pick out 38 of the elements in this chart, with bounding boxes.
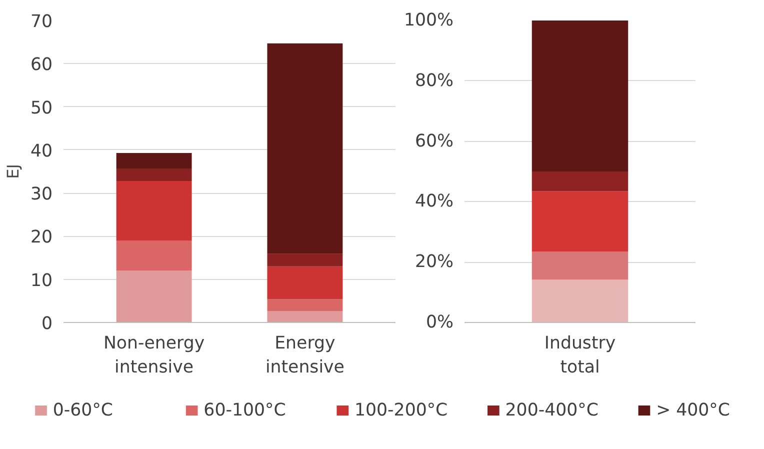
y-tick-label: 60 (30, 55, 53, 76)
bar (116, 180, 192, 241)
bar (532, 191, 628, 252)
y-tick-label: 40 (30, 141, 53, 162)
y-tick-label: 20 (30, 228, 53, 248)
bar (267, 266, 343, 300)
y-tick-label: 80% (414, 70, 454, 91)
legend-label: 60-100°C (204, 400, 286, 420)
y-tick-label: 20% (414, 252, 454, 272)
bar (116, 168, 192, 181)
y-tick-label: 30 (30, 184, 53, 205)
bar (532, 172, 628, 192)
bar (116, 152, 192, 168)
y-tick-label: 60% (414, 131, 454, 152)
bar (532, 252, 628, 280)
y-tick-label: 70 (30, 12, 53, 32)
x-tick-label: Non-energy intensive (103, 334, 205, 378)
bar (116, 240, 192, 271)
y-axis-title: EJ (3, 164, 22, 179)
y-tick-label: 100% (404, 10, 454, 30)
bar (532, 280, 628, 322)
x-tick-label: Industry total (544, 334, 616, 378)
y-tick-label: 0 (41, 314, 53, 334)
bar (267, 299, 343, 312)
y-tick-label: 10 (30, 270, 53, 291)
bar (267, 311, 343, 322)
y-tick-label: 0% (426, 312, 454, 332)
x-tick-label: Energy intensive (265, 334, 344, 378)
y-tick-label: 40% (414, 192, 454, 212)
bar (267, 254, 343, 266)
legend-label: 0-60°C (52, 400, 113, 420)
bar (116, 270, 192, 322)
legend-label: 200-400°C (505, 400, 598, 420)
y-tick-label: 50 (30, 98, 53, 118)
legend-label: 100-200°C (354, 400, 448, 420)
legend-label: > 400°C (656, 400, 730, 420)
bar (532, 20, 628, 172)
bar (267, 43, 343, 254)
